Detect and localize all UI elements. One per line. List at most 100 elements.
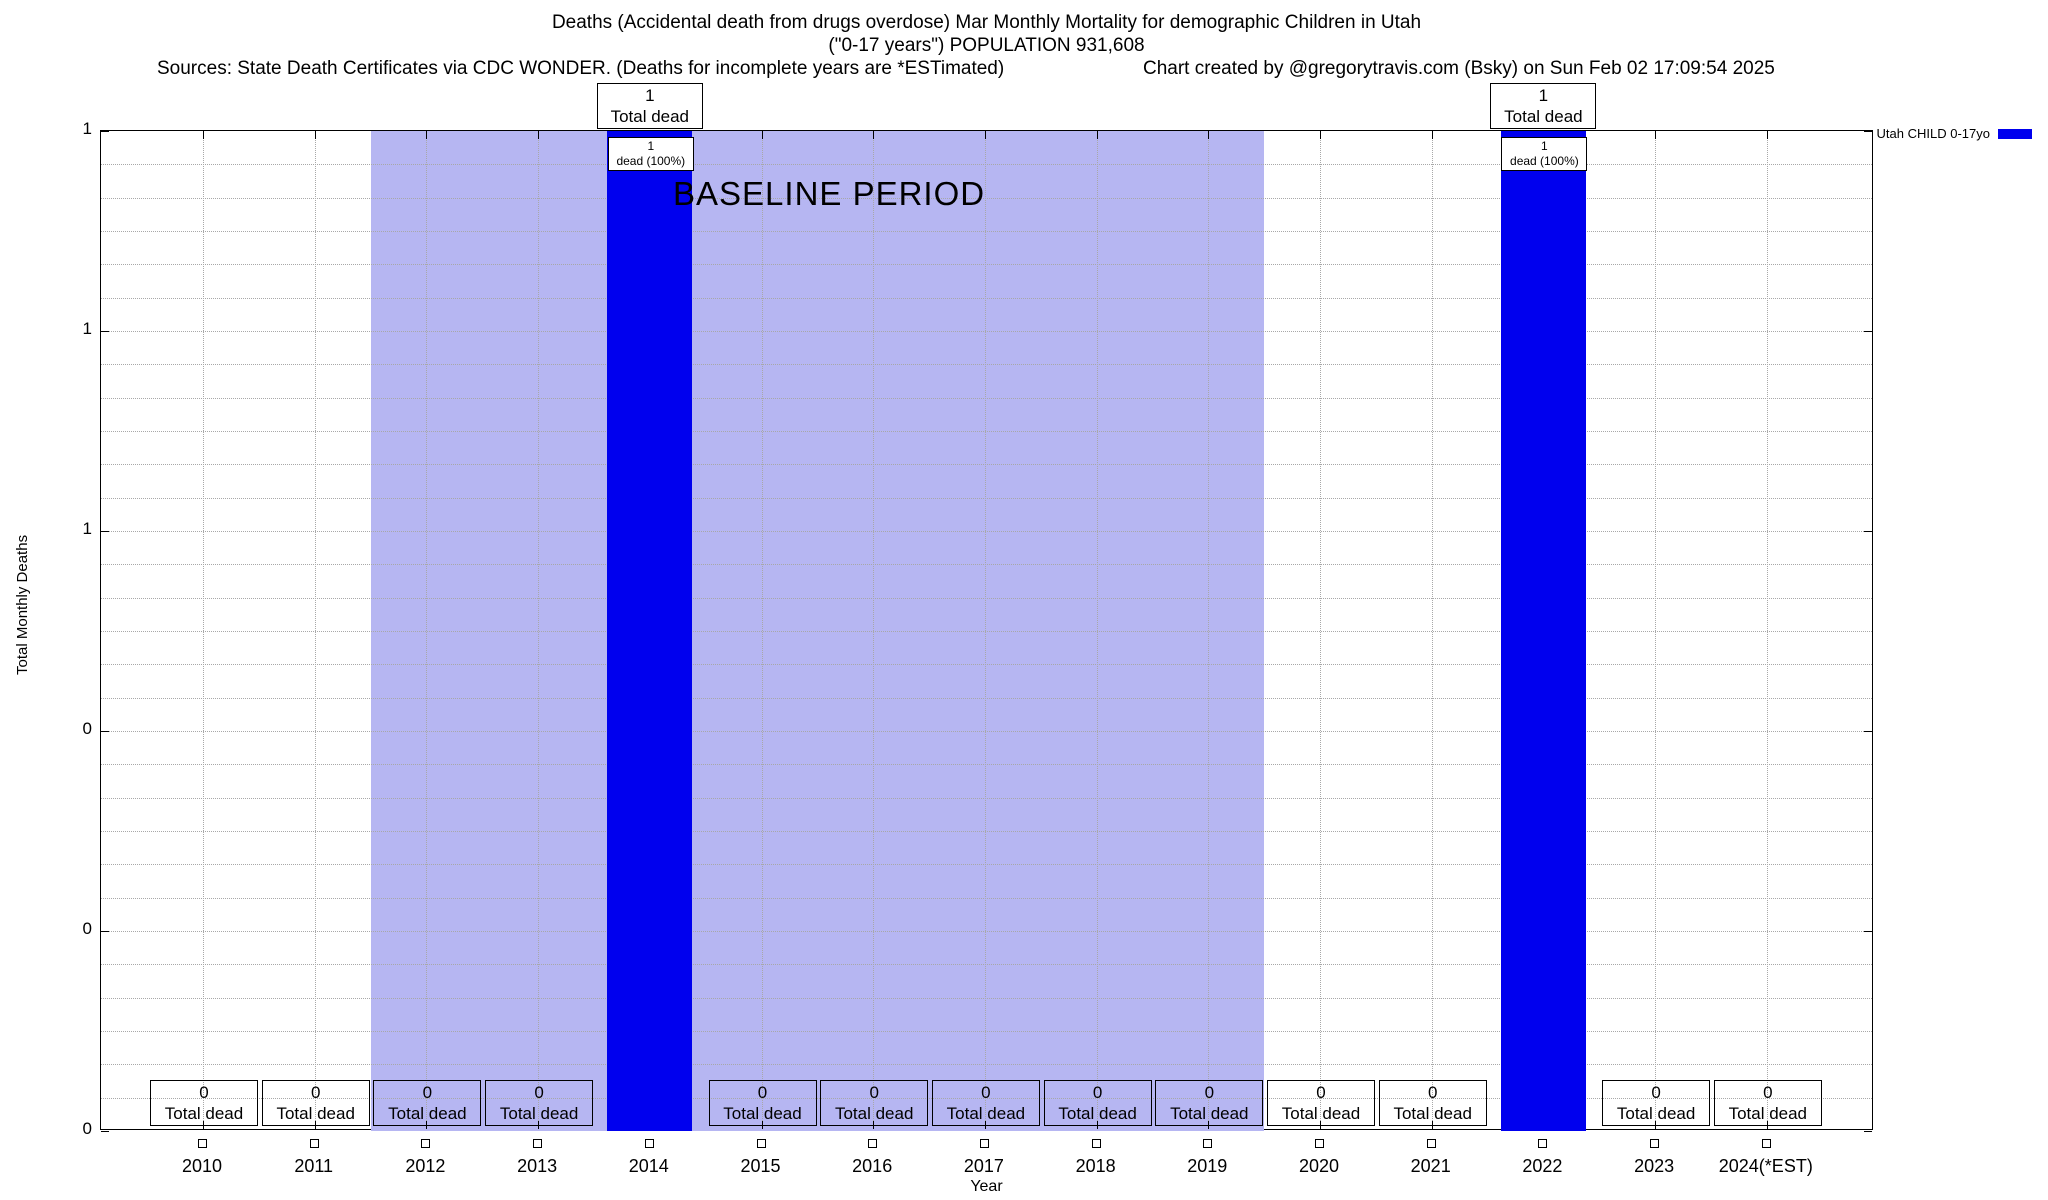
bar-total-text: Total dead [1504, 107, 1583, 126]
data-point-marker [533, 1139, 543, 1148]
x-axis-tick-label: 2024(*EST) [1718, 1156, 1813, 1176]
bar-total-value: 1 [1538, 86, 1549, 105]
zero-total-value: 0 [1427, 1083, 1438, 1102]
horizontal-gridline [101, 831, 1872, 832]
horizontal-gridline [101, 997, 1872, 999]
zero-total-label: 0 Total dead [1267, 1080, 1375, 1126]
y-tickmark [1864, 731, 1872, 732]
zero-total-text: Total dead [1170, 1104, 1249, 1123]
zero-total-label: 0 Total dead [1155, 1080, 1264, 1126]
y-tickmark [1864, 931, 1872, 932]
x-axis-tick-label: 2020 [1298, 1156, 1340, 1176]
y-axis-title: Total Monthly Deaths [14, 534, 31, 675]
zero-total-value: 0 [310, 1083, 321, 1102]
horizontal-gridline [101, 497, 1872, 499]
x-tickmark [761, 131, 763, 139]
data-point-marker [1538, 1139, 1548, 1148]
zero-total-label: 0 Total dead [1378, 1080, 1487, 1126]
horizontal-gridline [101, 864, 1872, 866]
zero-total-value: 0 [1763, 1083, 1773, 1102]
x-axis-tick-label: 2022 [1522, 1156, 1563, 1176]
vertical-gridline [203, 131, 204, 1129]
chart-subtitle: ("0-17 years") POPULATION 931,608 [828, 35, 1145, 56]
zero-total-label: 0 Total dead [261, 1080, 370, 1126]
x-axis-title: Year [970, 1178, 1003, 1195]
x-tickmark [1655, 131, 1657, 139]
horizontal-gridline [101, 964, 1872, 966]
zero-total-value: 0 [534, 1083, 544, 1102]
bar-percent-text: dead (100%) [616, 154, 686, 168]
y-axis-tick-label: 1 [82, 519, 92, 538]
horizontal-gridline [101, 431, 1872, 432]
zero-total-value: 0 [1092, 1083, 1103, 1102]
horizontal-gridline [101, 1031, 1872, 1032]
data-point-marker [1761, 1139, 1771, 1148]
y-axis-tick-label: 0 [82, 1119, 92, 1138]
x-tickmark [538, 131, 540, 139]
legend: Utah CHILD 0-17yo [1877, 126, 2032, 141]
zero-total-value: 0 [869, 1083, 879, 1102]
x-axis-tick-label: 2017 [963, 1156, 1004, 1176]
horizontal-gridline [101, 931, 1872, 932]
x-tickmark [1766, 131, 1768, 139]
zero-total-text: Total dead [1728, 1104, 1808, 1123]
bar-percent-value: 1 [1541, 139, 1548, 153]
x-tickmark [873, 131, 875, 139]
horizontal-gridline [101, 231, 1872, 232]
chart-title: Deaths (Accidental death from drugs over… [551, 12, 1422, 33]
x-tickmark [203, 131, 204, 139]
x-tickmark [1096, 131, 1098, 139]
zero-total-label: 0 Total dead [373, 1080, 482, 1126]
zero-total-text: Total dead [1281, 1104, 1361, 1123]
sources-note: Sources: State Death Certificates via CD… [157, 58, 1005, 79]
horizontal-gridline [101, 897, 1872, 899]
x-axis-tick-label: 2010 [181, 1156, 223, 1176]
data-point-marker [309, 1139, 319, 1148]
vertical-gridline [426, 131, 428, 1129]
horizontal-gridline [101, 564, 1872, 566]
y-axis-tick-label: 0 [82, 919, 92, 938]
x-axis-tick-label: 2023 [1634, 1156, 1675, 1176]
zero-total-label: 0 Total dead [150, 1080, 258, 1126]
zero-total-value: 0 [757, 1083, 768, 1102]
y-axis-tick-label: 1 [82, 119, 92, 138]
horizontal-gridline [101, 197, 1872, 199]
vertical-gridline [1208, 131, 1210, 1129]
zero-total-value: 0 [199, 1083, 209, 1102]
zero-total-text: Total dead [1616, 1104, 1696, 1123]
y-tickmark [101, 731, 109, 732]
data-point-marker [421, 1139, 431, 1148]
zero-total-text: Total dead [834, 1104, 914, 1123]
horizontal-gridline [101, 597, 1872, 599]
horizontal-gridline [101, 264, 1872, 266]
bar-total-value: 1 [645, 86, 655, 105]
x-axis-tick-label: 2016 [852, 1156, 893, 1176]
horizontal-gridline [101, 1097, 1872, 1099]
vertical-gridline [761, 131, 763, 1129]
x-axis-tick-label: 2021 [1410, 1156, 1451, 1176]
horizontal-gridline [101, 297, 1872, 299]
horizontal-gridline [101, 731, 1872, 732]
x-axis-tick-label: 2012 [405, 1156, 446, 1176]
y-tickmark [1864, 531, 1872, 532]
vertical-gridline [538, 131, 540, 1129]
horizontal-gridline [101, 331, 1872, 332]
horizontal-gridline [101, 364, 1872, 366]
bar-2014 [607, 131, 693, 1131]
x-tickmark [984, 131, 986, 139]
zero-total-label: 0 Total dead [820, 1080, 929, 1126]
data-point-marker [979, 1139, 989, 1148]
vertical-gridline [1096, 131, 1098, 1129]
bar-total-text: Total dead [610, 107, 690, 126]
vertical-gridline [1320, 131, 1321, 1129]
data-point-marker [1315, 1139, 1324, 1148]
bar-2022 [1500, 131, 1586, 1131]
bar-percent-value: 1 [647, 139, 655, 153]
y-axis-tick-label: 1 [82, 319, 92, 338]
horizontal-gridline [101, 397, 1872, 399]
vertical-gridline [314, 131, 316, 1129]
horizontal-gridline [101, 531, 1872, 532]
data-point-marker [1426, 1139, 1436, 1148]
horizontal-gridline [101, 464, 1872, 466]
